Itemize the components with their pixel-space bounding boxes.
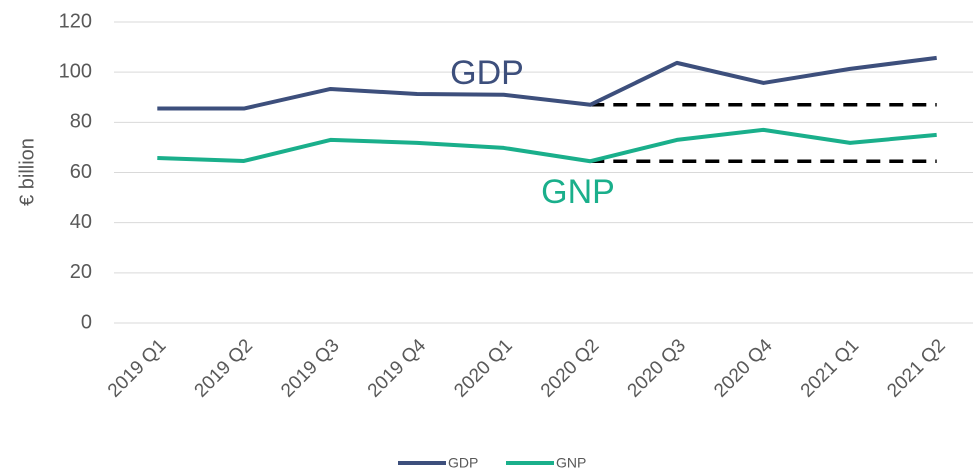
y-axis-label: € billion bbox=[16, 138, 38, 206]
y-tick-label: 120 bbox=[59, 10, 92, 32]
annotation: GNP bbox=[541, 173, 615, 211]
x-tick-label: 2020 Q3 bbox=[624, 335, 690, 401]
annotation: GDP bbox=[450, 54, 524, 92]
legend-label: GNP bbox=[556, 455, 586, 471]
x-tick-label: 2020 Q1 bbox=[450, 335, 516, 401]
y-tick-label: 60 bbox=[70, 161, 92, 183]
x-tick-label: 2021 Q1 bbox=[797, 335, 863, 401]
y-tick-label: 80 bbox=[70, 111, 92, 133]
x-tick-label: 2019 Q2 bbox=[191, 335, 257, 401]
y-tick-label: 20 bbox=[70, 261, 92, 283]
x-tick-label: 2021 Q2 bbox=[883, 335, 949, 401]
y-tick-label: 100 bbox=[59, 60, 92, 82]
y-tick-label: 0 bbox=[81, 311, 92, 333]
legend-label: GDP bbox=[448, 455, 478, 471]
line bbox=[157, 55, 937, 111]
x-tick-label: 2020 Q2 bbox=[537, 335, 603, 401]
x-tick-label: 2019 Q3 bbox=[277, 335, 343, 401]
x-tick-label: 2019 Q4 bbox=[364, 335, 431, 402]
line bbox=[157, 127, 937, 164]
x-tick-label: 2020 Q4 bbox=[710, 335, 777, 402]
x-tick-label: 2019 Q1 bbox=[104, 335, 170, 401]
y-tick-label: 40 bbox=[70, 211, 92, 233]
